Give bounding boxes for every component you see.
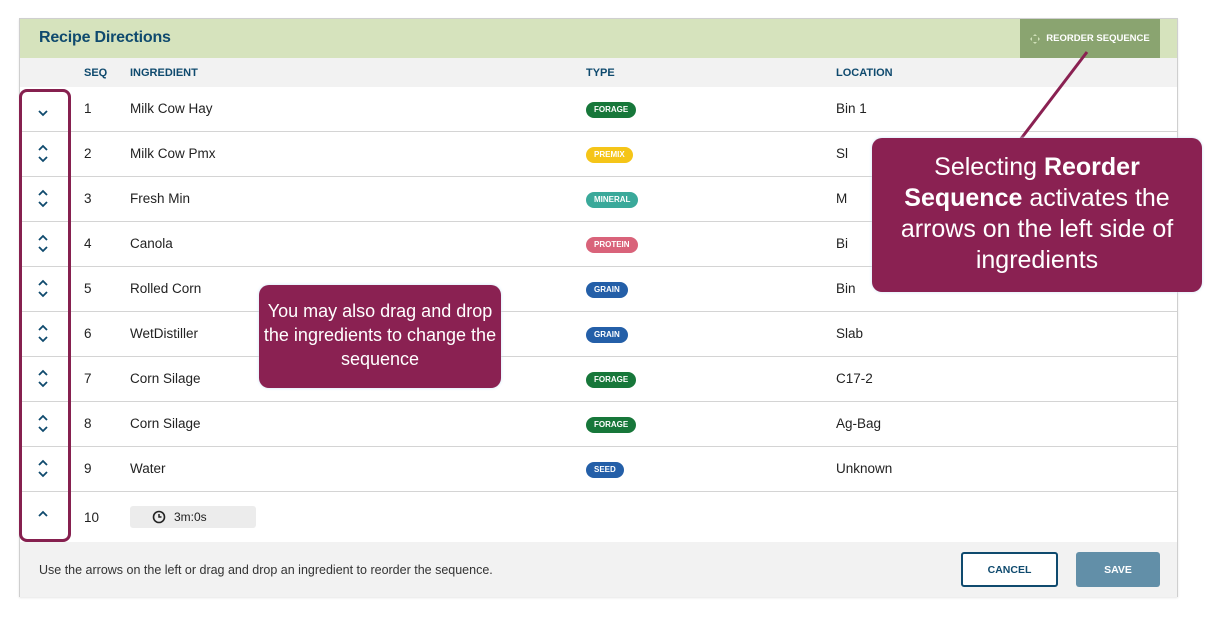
duration: 3m:0s: [174, 510, 207, 524]
drag-callout: You may also drag and drop the ingredien…: [259, 285, 501, 388]
ingredient-name: Rolled Corn: [130, 281, 202, 296]
ingredient-name: Milk Cow Pmx: [130, 146, 216, 161]
location: M: [836, 191, 848, 206]
reorder-arrows-icon[interactable]: [28, 410, 58, 438]
col-seq: SEQ: [84, 67, 108, 79]
reorder-arrows-icon[interactable]: [28, 365, 58, 393]
seq: 10: [84, 510, 100, 525]
table-row[interactable]: 9 Water SEED Unknown: [20, 447, 1177, 492]
seq: 1: [84, 101, 92, 116]
ingredient-name: Corn Silage: [130, 371, 201, 386]
reorder-sequence-button[interactable]: REORDER SEQUENCE: [1020, 19, 1160, 58]
footer-hint: Use the arrows on the left or drag and d…: [39, 563, 493, 577]
seq: 2: [84, 146, 92, 161]
cancel-button[interactable]: CANCEL: [961, 552, 1058, 587]
seq: 3: [84, 191, 92, 206]
reorder-arrows-icon[interactable]: [28, 275, 58, 303]
callout-text-end: activates the arrows on the left side of…: [900, 184, 1174, 274]
table-row[interactable]: 6 WetDistiller GRAIN Slab: [20, 312, 1177, 357]
location: Unknown: [836, 461, 893, 476]
ingredient-name: Corn Silage: [130, 416, 201, 431]
reorder-arrows-icon[interactable]: [28, 185, 58, 213]
callout-text: Selecting: [934, 153, 1044, 181]
location: Ag-Bag: [836, 416, 882, 431]
ingredient-name: WetDistiller: [130, 326, 199, 341]
ingredient-name: Canola: [130, 236, 173, 251]
move-icon: [1030, 33, 1041, 44]
move-up-icon[interactable]: [28, 500, 58, 528]
table-row[interactable]: 7 Corn Silage FORAGE C17-2: [20, 357, 1177, 402]
location: Slab: [836, 326, 864, 341]
reorder-arrows-icon[interactable]: [28, 140, 58, 168]
type-badge: PROTEIN: [586, 237, 638, 253]
location: Bin 1: [836, 101, 867, 116]
save-button[interactable]: SAVE: [1076, 552, 1160, 587]
panel-header: Recipe Directions REORDER SEQUENCE: [20, 19, 1177, 58]
table-row[interactable]: 2 Milk Cow Pmx PREMIX Sl: [20, 132, 1177, 177]
location: Bin: [836, 281, 856, 296]
reorder-sequence-label: REORDER SEQUENCE: [1046, 33, 1150, 44]
seq: 8: [84, 416, 92, 431]
arrows-highlight-outline: [19, 89, 71, 542]
type-badge: SEED: [586, 462, 624, 478]
table-header: SEQ INGREDIENT TYPE LOCATION: [20, 58, 1177, 87]
reorder-arrows-icon[interactable]: [28, 320, 58, 348]
reorder-arrows-icon[interactable]: [28, 95, 58, 123]
panel-title: Recipe Directions: [39, 29, 171, 46]
ingredient-name: Milk Cow Hay: [130, 101, 213, 116]
seq: 7: [84, 371, 92, 386]
callout-bold: Reorder Sequence: [904, 153, 1140, 212]
table-row[interactable]: 8 Corn Silage FORAGE Ag-Bag: [20, 402, 1177, 447]
clock-icon: [152, 510, 166, 524]
location: Bi: [836, 236, 849, 251]
type-badge: PREMIX: [586, 147, 633, 163]
col-type: TYPE: [586, 67, 615, 79]
seq: 6: [84, 326, 92, 341]
reorder-callout: Selecting Reorder Sequence activates the…: [872, 138, 1202, 292]
table-row[interactable]: 1 Milk Cow Hay FORAGE Bin 1: [20, 87, 1177, 132]
type-badge: FORAGE: [586, 417, 637, 433]
table-row[interactable]: 3 Fresh Min MINERAL M: [20, 177, 1177, 222]
duration-chip: 3m:0s: [130, 506, 256, 528]
reorder-arrows-icon[interactable]: [28, 455, 58, 483]
table-row[interactable]: 4 Canola PROTEIN Bi: [20, 222, 1177, 267]
col-ingredient: INGREDIENT: [130, 67, 198, 79]
type-badge: GRAIN: [586, 282, 628, 298]
location: C17-2: [836, 371, 873, 386]
reorder-arrows-icon[interactable]: [28, 230, 58, 258]
recipe-directions-panel: Recipe Directions REORDER SEQUENCE SEQ I…: [19, 18, 1178, 597]
seq: 9: [84, 461, 92, 476]
col-location: LOCATION: [836, 67, 893, 79]
type-badge: MINERAL: [586, 192, 639, 208]
location: Sl: [836, 146, 849, 161]
type-badge: FORAGE: [586, 372, 637, 388]
timer-row[interactable]: 10 3m:0s: [20, 492, 1177, 542]
seq: 4: [84, 236, 92, 251]
table-row[interactable]: 5 Rolled Corn GRAIN Bin: [20, 267, 1177, 312]
ingredient-name: Water: [130, 461, 166, 476]
type-badge: FORAGE: [586, 102, 637, 118]
type-badge: GRAIN: [586, 327, 628, 343]
panel-footer: Use the arrows on the left or drag and d…: [20, 542, 1177, 597]
seq: 5: [84, 281, 92, 296]
ingredient-name: Fresh Min: [130, 191, 191, 206]
